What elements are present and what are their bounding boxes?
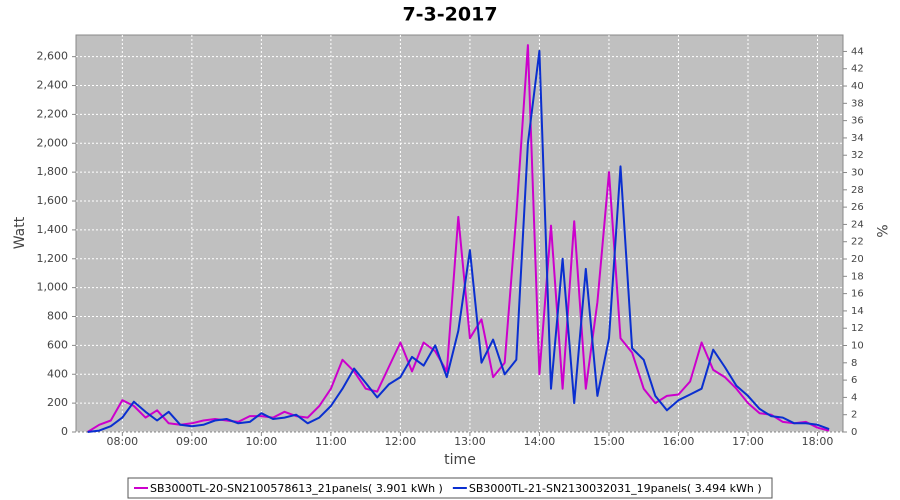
y2-tick-label: 6 <box>851 375 857 386</box>
y2-tick-label: 40 <box>851 81 864 92</box>
y2-tick-label: 2 <box>851 410 857 421</box>
x-tick-label: 12:00 <box>385 435 417 448</box>
y2-tick-label: 16 <box>851 289 864 300</box>
y-tick-label: 1,800 <box>37 165 69 178</box>
legend-label: SB3000TL-20-SN2100578613_21panels( 3.901… <box>150 482 443 495</box>
y2-tick-label: 22 <box>851 237 864 248</box>
x-tick-label: 10:00 <box>246 435 278 448</box>
y-tick-label: 1,600 <box>37 194 69 207</box>
y2-tick-label: 34 <box>851 133 864 144</box>
y2-tick-label: 14 <box>851 306 864 317</box>
y2-tick-label: 32 <box>851 150 864 161</box>
y2-tick-label: 36 <box>851 116 864 127</box>
y2-axis-label: % <box>873 224 889 237</box>
y-tick-label: 2,200 <box>37 107 69 120</box>
x-tick-label: 09:00 <box>176 435 208 448</box>
y2-tick-label: 44 <box>851 46 864 57</box>
y-tick-label: 600 <box>47 338 68 351</box>
x-tick-label: 15:00 <box>593 435 625 448</box>
y-tick-label: 1,400 <box>37 223 69 236</box>
y2-tick-label: 30 <box>851 168 864 179</box>
legend-label: SB3000TL-21-SN2130032031_19panels( 3.494… <box>469 482 762 495</box>
y-tick-label: 1,200 <box>37 252 69 265</box>
y2-tick-label: 24 <box>851 219 864 230</box>
y-tick-label: 0 <box>61 425 68 438</box>
series-line <box>87 44 830 433</box>
y2-tick-label: 18 <box>851 271 864 282</box>
y2-tick-label: 20 <box>851 254 864 265</box>
y2-tick-label: 10 <box>851 341 864 352</box>
y-tick-label: 400 <box>47 367 68 380</box>
y2-tick-label: 12 <box>851 323 864 334</box>
y-tick-label: 2,000 <box>37 136 69 149</box>
x-tick-label: 11:00 <box>315 435 347 448</box>
y-tick-label: 2,600 <box>37 50 69 63</box>
chart-title: 7-3-2017 <box>402 4 497 26</box>
x-tick-label: 14:00 <box>524 435 556 448</box>
y-tick-label: 1,000 <box>37 281 69 294</box>
y2-tick-label: 0 <box>851 427 857 438</box>
legend <box>127 477 773 499</box>
x-tick-label: 16:00 <box>663 435 695 448</box>
x-tick-label: 13:00 <box>454 435 486 448</box>
x-axis-label: time <box>444 452 476 468</box>
x-tick-label: 08:00 <box>106 435 138 448</box>
y2-tick-label: 28 <box>851 185 864 196</box>
y2-tick-label: 8 <box>851 358 857 369</box>
series-line <box>87 49 830 433</box>
y2-tick-label: 38 <box>851 98 864 109</box>
x-tick-label: 17:00 <box>732 435 764 448</box>
y2-tick-label: 42 <box>851 64 864 75</box>
y2-tick-label: 4 <box>851 392 857 403</box>
y-tick-label: 2,400 <box>37 79 69 92</box>
x-tick-label: 18:00 <box>802 435 834 448</box>
y-axis-label: Watt <box>12 216 28 249</box>
y-tick-label: 800 <box>47 310 68 323</box>
y2-tick-label: 26 <box>851 202 864 213</box>
y-tick-label: 200 <box>47 396 68 409</box>
